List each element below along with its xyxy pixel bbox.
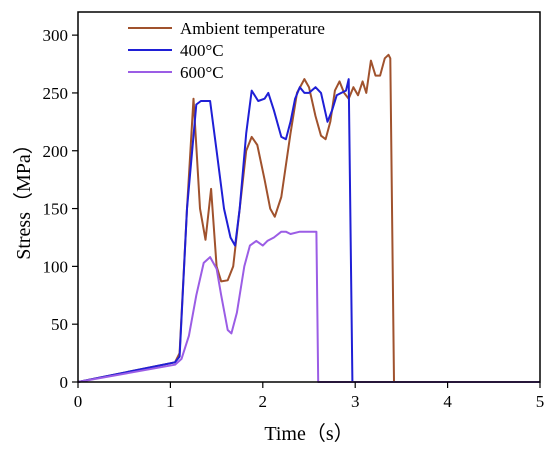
legend-label: 600°C [180, 63, 224, 82]
x-axis-ticks: 0 1 2 3 4 5 [74, 382, 545, 411]
legend: Ambient temperature 400°C 600°C [128, 19, 325, 82]
series-line [77, 78, 540, 383]
series-line [77, 230, 540, 383]
y-axis-ticks: 0 50 100 150 200 250 300 [43, 26, 78, 392]
y-tick-label: 100 [43, 257, 69, 276]
x-tick-label: 0 [74, 392, 83, 411]
plot-frame [77, 11, 541, 383]
x-tick-label: 2 [259, 392, 268, 411]
series-line [77, 53, 540, 383]
x-tick-label: 3 [351, 392, 360, 411]
x-tick-label: 5 [536, 392, 545, 411]
x-tick-label: 1 [166, 392, 175, 411]
y-tick-label: 0 [60, 373, 69, 392]
y-tick-label: 250 [43, 84, 69, 103]
y-axis-label: Stress（MPa） [12, 134, 35, 260]
x-tick-label: 4 [443, 392, 452, 411]
y-tick-label: 150 [43, 200, 69, 219]
y-tick-label: 200 [43, 142, 69, 161]
legend-label: 400°C [180, 41, 224, 60]
y-tick-label: 50 [51, 315, 68, 334]
y-tick-label: 300 [43, 26, 69, 45]
plot-lines [77, 53, 540, 383]
legend-label: Ambient temperature [180, 19, 325, 38]
x-axis-label: Time（s） [264, 422, 353, 445]
